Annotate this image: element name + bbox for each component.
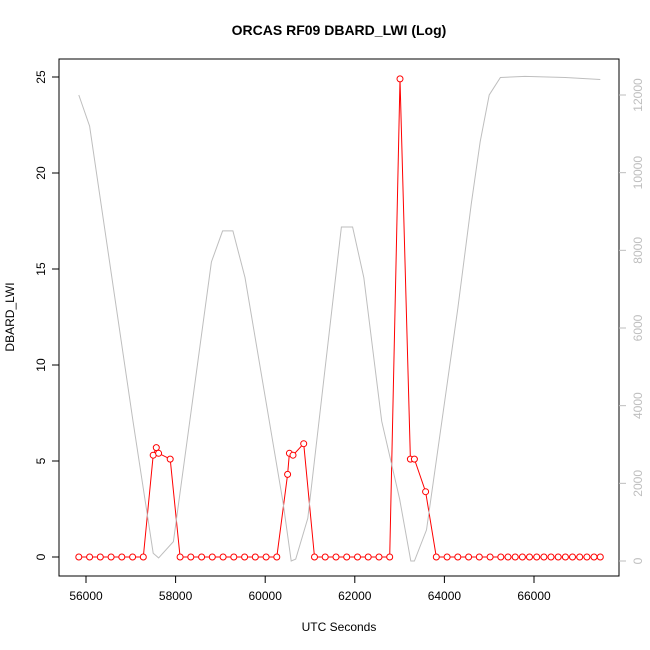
- y2-tick-label-3: 6000: [631, 314, 645, 341]
- y2-tick-label-2: 4000: [631, 392, 645, 419]
- x-axis-label: UTC Seconds: [302, 620, 377, 634]
- x-tick-label-5: 66000: [517, 589, 551, 603]
- x-tick-label-1: 58000: [159, 589, 193, 603]
- series-0-point-40: [465, 553, 473, 561]
- series-0-point-23: [289, 451, 297, 459]
- series-0-point-52: [561, 553, 569, 561]
- series-0-point-47: [526, 553, 533, 561]
- series-0-point-3: [107, 553, 115, 561]
- series-0-point-36: [422, 488, 430, 496]
- series-0-point-8: [152, 444, 160, 452]
- series-0-point-54: [576, 553, 584, 561]
- series-0-point-38: [443, 553, 451, 561]
- series-0-point-35: [410, 455, 418, 463]
- series-0-point-26: [321, 553, 329, 561]
- series-0-point-44: [504, 553, 512, 561]
- series-0-point-39: [454, 553, 462, 561]
- series-0-point-14: [208, 553, 216, 561]
- y2-tick-label-6: 12000: [631, 78, 645, 112]
- y2-tick-label-1: 2000: [631, 470, 645, 497]
- series-0-point-16: [230, 553, 238, 561]
- series-0-point-41: [475, 553, 483, 561]
- series-0-point-29: [354, 553, 361, 561]
- y-tick-label-2: 10: [34, 358, 48, 372]
- y2-tick-label-4: 8000: [631, 237, 645, 264]
- series-0-point-31: [375, 553, 383, 561]
- series-0-point-56: [590, 553, 598, 561]
- y-tick-label-5: 25: [34, 70, 48, 84]
- x-tick-label-4: 64000: [428, 589, 462, 603]
- series-0-point-42: [486, 553, 494, 561]
- series-0-point-9: [155, 449, 163, 457]
- series-0-point-28: [343, 553, 351, 561]
- series-0-point-1: [86, 553, 94, 561]
- series-0-line: [78, 78, 601, 558]
- x-tick-label-3: 62000: [338, 589, 372, 603]
- y-tick-label-3: 15: [34, 262, 48, 276]
- series-0-point-11: [176, 553, 184, 561]
- plot-frame: [58, 58, 620, 577]
- series-0-point-17: [241, 553, 249, 561]
- series-0-point-48: [533, 553, 541, 561]
- x-tick-label-0: 56000: [69, 589, 103, 603]
- series-0-point-33: [396, 75, 404, 83]
- series-0-point-51: [554, 553, 562, 561]
- series-0-point-5: [129, 553, 137, 561]
- y2-tick-label-0: 0: [631, 557, 645, 564]
- series-0-point-0: [75, 553, 83, 561]
- series-0-point-45: [511, 553, 519, 561]
- series-0-point-25: [311, 553, 318, 561]
- series-0-point-32: [386, 553, 394, 561]
- series-0-point-12: [187, 553, 195, 561]
- x-axis: 56000 58000 60000 62000 64000 66000: [69, 576, 551, 603]
- series-0-point-24: [300, 440, 308, 448]
- series-0-point-15: [219, 553, 227, 561]
- series-0-point-21: [284, 470, 292, 478]
- series-1-line: [78, 75, 601, 562]
- y-axis: 0 5 10 15 20 25: [34, 70, 59, 560]
- y2-axis: 0 2000 4000 6000 8000 10000 12000: [619, 78, 645, 564]
- series-0-point-19: [262, 553, 270, 561]
- x-tick-label-2: 60000: [249, 589, 283, 603]
- series-0-point-57: [596, 553, 604, 561]
- series-0-point-49: [540, 553, 548, 561]
- series-0-point-50: [547, 553, 555, 561]
- series-0-point-4: [118, 553, 126, 561]
- series-0-point-10: [166, 455, 174, 463]
- series-layer: [75, 75, 604, 562]
- y-tick-label-1: 5: [34, 457, 48, 464]
- series-0-point-37: [432, 553, 440, 561]
- series-0-point-46: [518, 553, 526, 561]
- series-0-point-13: [198, 553, 206, 561]
- series-0-point-18: [251, 553, 259, 561]
- series-0-point-2: [96, 553, 104, 561]
- y-axis-label: DBARD_LWI: [3, 282, 17, 351]
- series-0-point-43: [497, 553, 505, 561]
- y-tick-label-4: 20: [34, 166, 48, 180]
- series-0-point-30: [364, 553, 372, 561]
- chart-title: ORCAS RF09 DBARD_LWI (Log): [232, 22, 447, 38]
- y2-tick-label-5: 10000: [631, 156, 645, 190]
- y-tick-label-0: 0: [34, 553, 48, 560]
- series-0-point-55: [583, 553, 591, 561]
- series-0-point-27: [332, 553, 340, 561]
- series-0-point-20: [273, 553, 281, 561]
- series-0-point-6: [139, 553, 147, 561]
- series-0-point-53: [569, 553, 576, 561]
